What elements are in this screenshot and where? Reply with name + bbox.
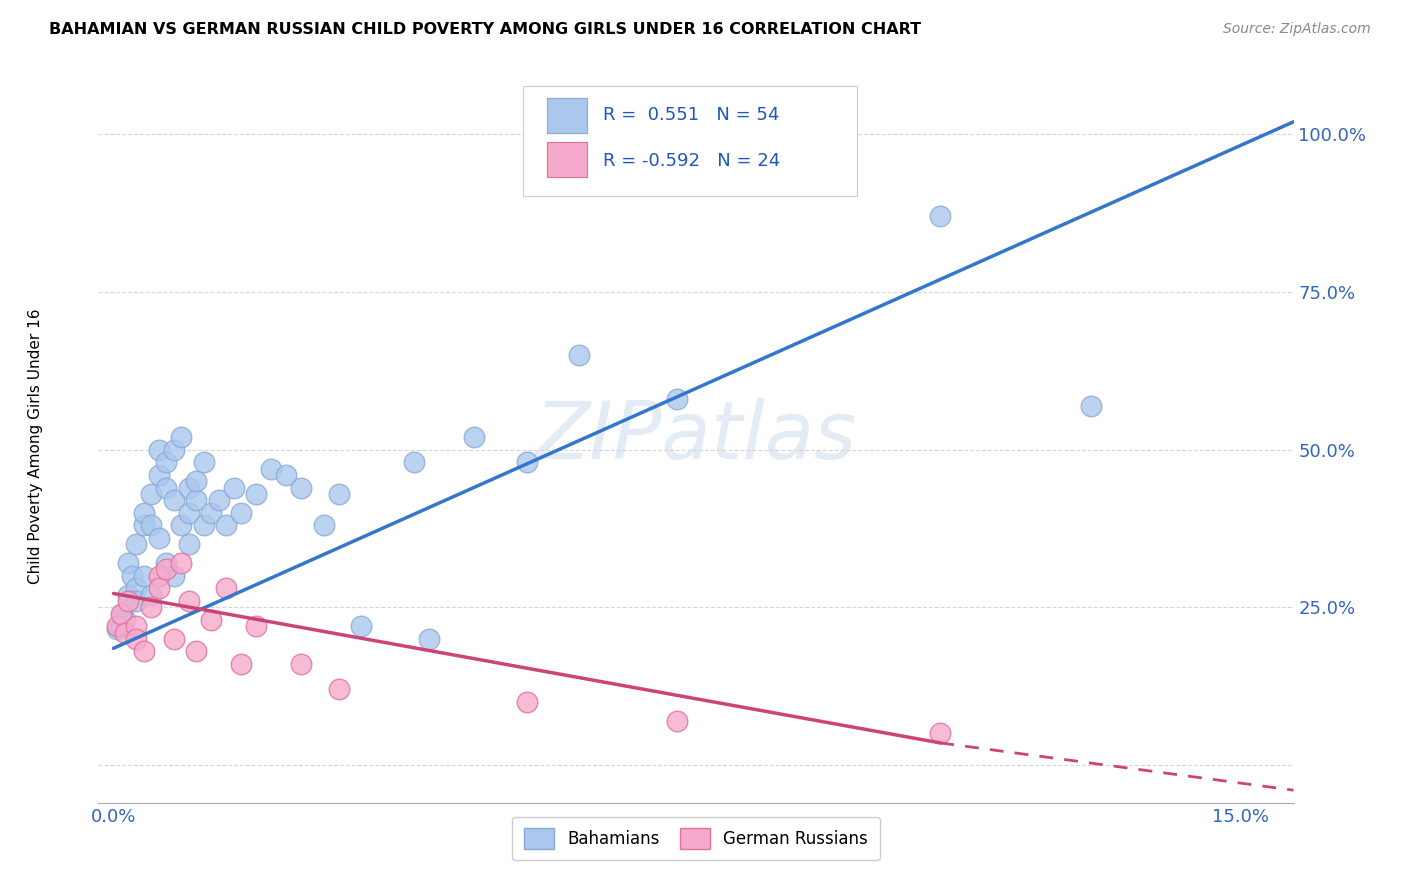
Point — [929, 210, 952, 224]
Point — [231, 657, 253, 671]
Point — [148, 582, 170, 596]
Point — [110, 619, 132, 633]
Point — [125, 537, 148, 551]
Point — [139, 588, 162, 602]
Point — [177, 506, 200, 520]
Point — [139, 518, 162, 533]
Point — [139, 600, 162, 615]
Point — [121, 569, 143, 583]
Point — [162, 442, 184, 457]
Point — [666, 714, 689, 728]
Point — [125, 582, 148, 596]
Point — [418, 632, 440, 646]
Point — [114, 625, 136, 640]
Point — [215, 582, 238, 596]
Point — [132, 518, 155, 533]
Point — [290, 481, 312, 495]
Point — [139, 487, 162, 501]
Point — [105, 619, 128, 633]
Text: ZIPatlas: ZIPatlas — [534, 398, 858, 476]
Point — [516, 455, 538, 469]
Legend: Bahamians, German Russians: Bahamians, German Russians — [512, 817, 880, 860]
Point — [155, 562, 177, 576]
Text: BAHAMIAN VS GERMAN RUSSIAN CHILD POVERTY AMONG GIRLS UNDER 16 CORRELATION CHART: BAHAMIAN VS GERMAN RUSSIAN CHILD POVERTY… — [49, 22, 921, 37]
Point — [155, 481, 177, 495]
Text: Child Poverty Among Girls Under 16: Child Poverty Among Girls Under 16 — [28, 309, 42, 583]
Point — [148, 442, 170, 457]
Point — [666, 392, 689, 407]
Point — [184, 474, 207, 488]
Point — [516, 695, 538, 709]
Point — [260, 461, 283, 475]
Point — [117, 594, 139, 608]
Point — [328, 682, 350, 697]
Point — [155, 556, 177, 570]
Point — [125, 632, 148, 646]
Point — [114, 613, 136, 627]
Point — [184, 644, 207, 658]
Point — [184, 493, 207, 508]
Point — [404, 455, 426, 469]
FancyBboxPatch shape — [523, 86, 858, 195]
Point — [148, 467, 170, 482]
Point — [177, 537, 200, 551]
Point — [110, 607, 132, 621]
Point — [568, 348, 591, 362]
Point — [208, 493, 231, 508]
Point — [132, 506, 155, 520]
Point — [350, 619, 373, 633]
Text: R = -0.592   N = 24: R = -0.592 N = 24 — [603, 152, 780, 169]
Point — [276, 467, 298, 482]
Point — [132, 569, 155, 583]
Point — [290, 657, 312, 671]
FancyBboxPatch shape — [547, 143, 588, 177]
Point — [193, 455, 215, 469]
Point — [170, 556, 193, 570]
Point — [245, 487, 267, 501]
Text: Source: ZipAtlas.com: Source: ZipAtlas.com — [1223, 22, 1371, 37]
Point — [312, 518, 335, 533]
Point — [132, 644, 155, 658]
Point — [162, 493, 184, 508]
Point — [125, 594, 148, 608]
Point — [215, 518, 238, 533]
Point — [170, 430, 193, 444]
Point — [177, 594, 200, 608]
Point — [105, 623, 128, 637]
Point — [117, 588, 139, 602]
FancyBboxPatch shape — [547, 98, 588, 133]
Point — [222, 481, 245, 495]
Point — [328, 487, 350, 501]
Point — [162, 569, 184, 583]
Point — [929, 726, 952, 740]
Point — [177, 481, 200, 495]
Point — [125, 619, 148, 633]
Point — [245, 619, 267, 633]
Point — [200, 506, 222, 520]
Point — [111, 607, 134, 621]
Point — [162, 632, 184, 646]
Point — [148, 531, 170, 545]
Point — [193, 518, 215, 533]
Point — [117, 556, 139, 570]
Point — [200, 613, 222, 627]
Point — [1080, 399, 1102, 413]
Point — [148, 569, 170, 583]
Point — [231, 506, 253, 520]
Point — [463, 430, 485, 444]
Point — [155, 455, 177, 469]
Point — [170, 518, 193, 533]
Text: R =  0.551   N = 54: R = 0.551 N = 54 — [603, 106, 779, 124]
